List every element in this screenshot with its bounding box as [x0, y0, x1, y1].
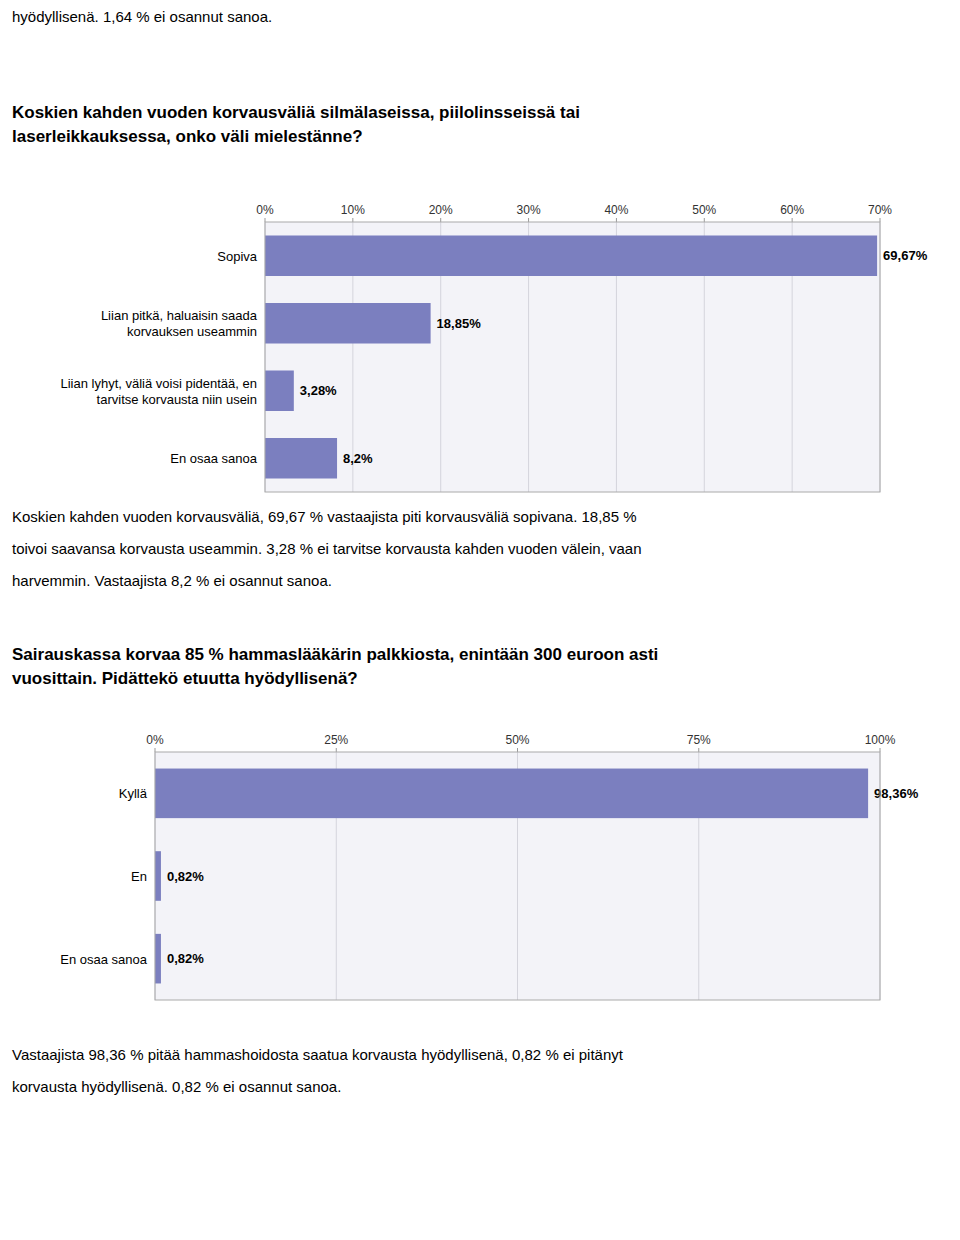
tick-label: 10%: [341, 203, 365, 217]
plot-background: [155, 752, 880, 1000]
category-label: En: [131, 869, 147, 884]
tick-label: 50%: [505, 733, 529, 747]
question-title: Sairauskassa korvaa 85 % hammaslääkärin …: [12, 645, 658, 688]
tick-label: 25%: [324, 733, 348, 747]
tick-mark: [880, 218, 881, 222]
data-label: 98,36%: [874, 786, 919, 801]
bar: [265, 371, 294, 412]
tick-mark: [880, 748, 881, 752]
tick-label: 100%: [865, 733, 896, 747]
bars: [155, 769, 868, 984]
bars: [265, 236, 877, 479]
tick-mark: [440, 218, 441, 222]
data-label: 8,2%: [343, 451, 373, 466]
tick-mark: [698, 748, 699, 752]
description: Koskien kahden vuoden korvausväliä, 69,6…: [12, 508, 637, 525]
plot-frame: [265, 222, 880, 492]
description: korvausta hyödyllisenä. 0,82 % ei osannu…: [12, 1078, 341, 1095]
tick-mark: [517, 748, 518, 752]
tick-mark: [155, 748, 156, 752]
bar: [155, 769, 868, 819]
intro-text: hyödyllisenä. 1,64 % ei osannut sanoa.: [12, 8, 272, 25]
tick-label: 60%: [780, 203, 804, 217]
tick-mark: [792, 218, 793, 222]
category-label: En osaa sanoa: [60, 951, 148, 966]
bar: [265, 303, 431, 344]
tick-mark: [336, 748, 337, 752]
tick-label: 0%: [256, 203, 274, 217]
tick-mark: [704, 218, 705, 222]
tick-label: 20%: [429, 203, 453, 217]
data-label: 18,85%: [437, 316, 482, 331]
category-label: Kyllä: [119, 786, 148, 801]
bar: [155, 851, 161, 901]
question-title: Koskien kahden vuoden korvausväliä silmä…: [12, 103, 580, 146]
category-label: Liian pitkä, haluaisin saadakorvauksen u…: [101, 308, 258, 339]
tick-label: 50%: [692, 203, 716, 217]
bar: [265, 236, 877, 277]
bar: [155, 934, 161, 984]
bar: [265, 438, 337, 479]
data-label: 3,28%: [300, 383, 337, 398]
tick-label: 70%: [868, 203, 892, 217]
tick-mark: [352, 218, 353, 222]
data-label: 0,82%: [167, 869, 204, 884]
category-label: En osaa sanoa: [170, 451, 258, 466]
description: toivoi saavansa korvausta useammin. 3,28…: [12, 540, 642, 557]
data-label: 69,67%: [883, 248, 928, 263]
description: harvemmin. Vastaajista 8,2 % ei osannut …: [12, 572, 332, 589]
plot-background: [265, 222, 880, 492]
tick-mark: [616, 218, 617, 222]
category-label: Sopiva: [217, 248, 258, 263]
tick-label: 30%: [517, 203, 541, 217]
plot-frame: [155, 752, 880, 1000]
description: Vastaajista 98,36 % pitää hammashoidosta…: [12, 1046, 624, 1063]
tick-mark: [265, 218, 266, 222]
data-label: 0,82%: [167, 951, 204, 966]
tick-label: 40%: [604, 203, 628, 217]
tick-mark: [528, 218, 529, 222]
tick-label: 75%: [687, 733, 711, 747]
tick-label: 0%: [146, 733, 164, 747]
category-label: Liian lyhyt, väliä voisi pidentää, entar…: [60, 375, 257, 406]
page: hyödyllisenä. 1,64 % ei osannut sanoa. Ko…: [0, 0, 960, 1240]
